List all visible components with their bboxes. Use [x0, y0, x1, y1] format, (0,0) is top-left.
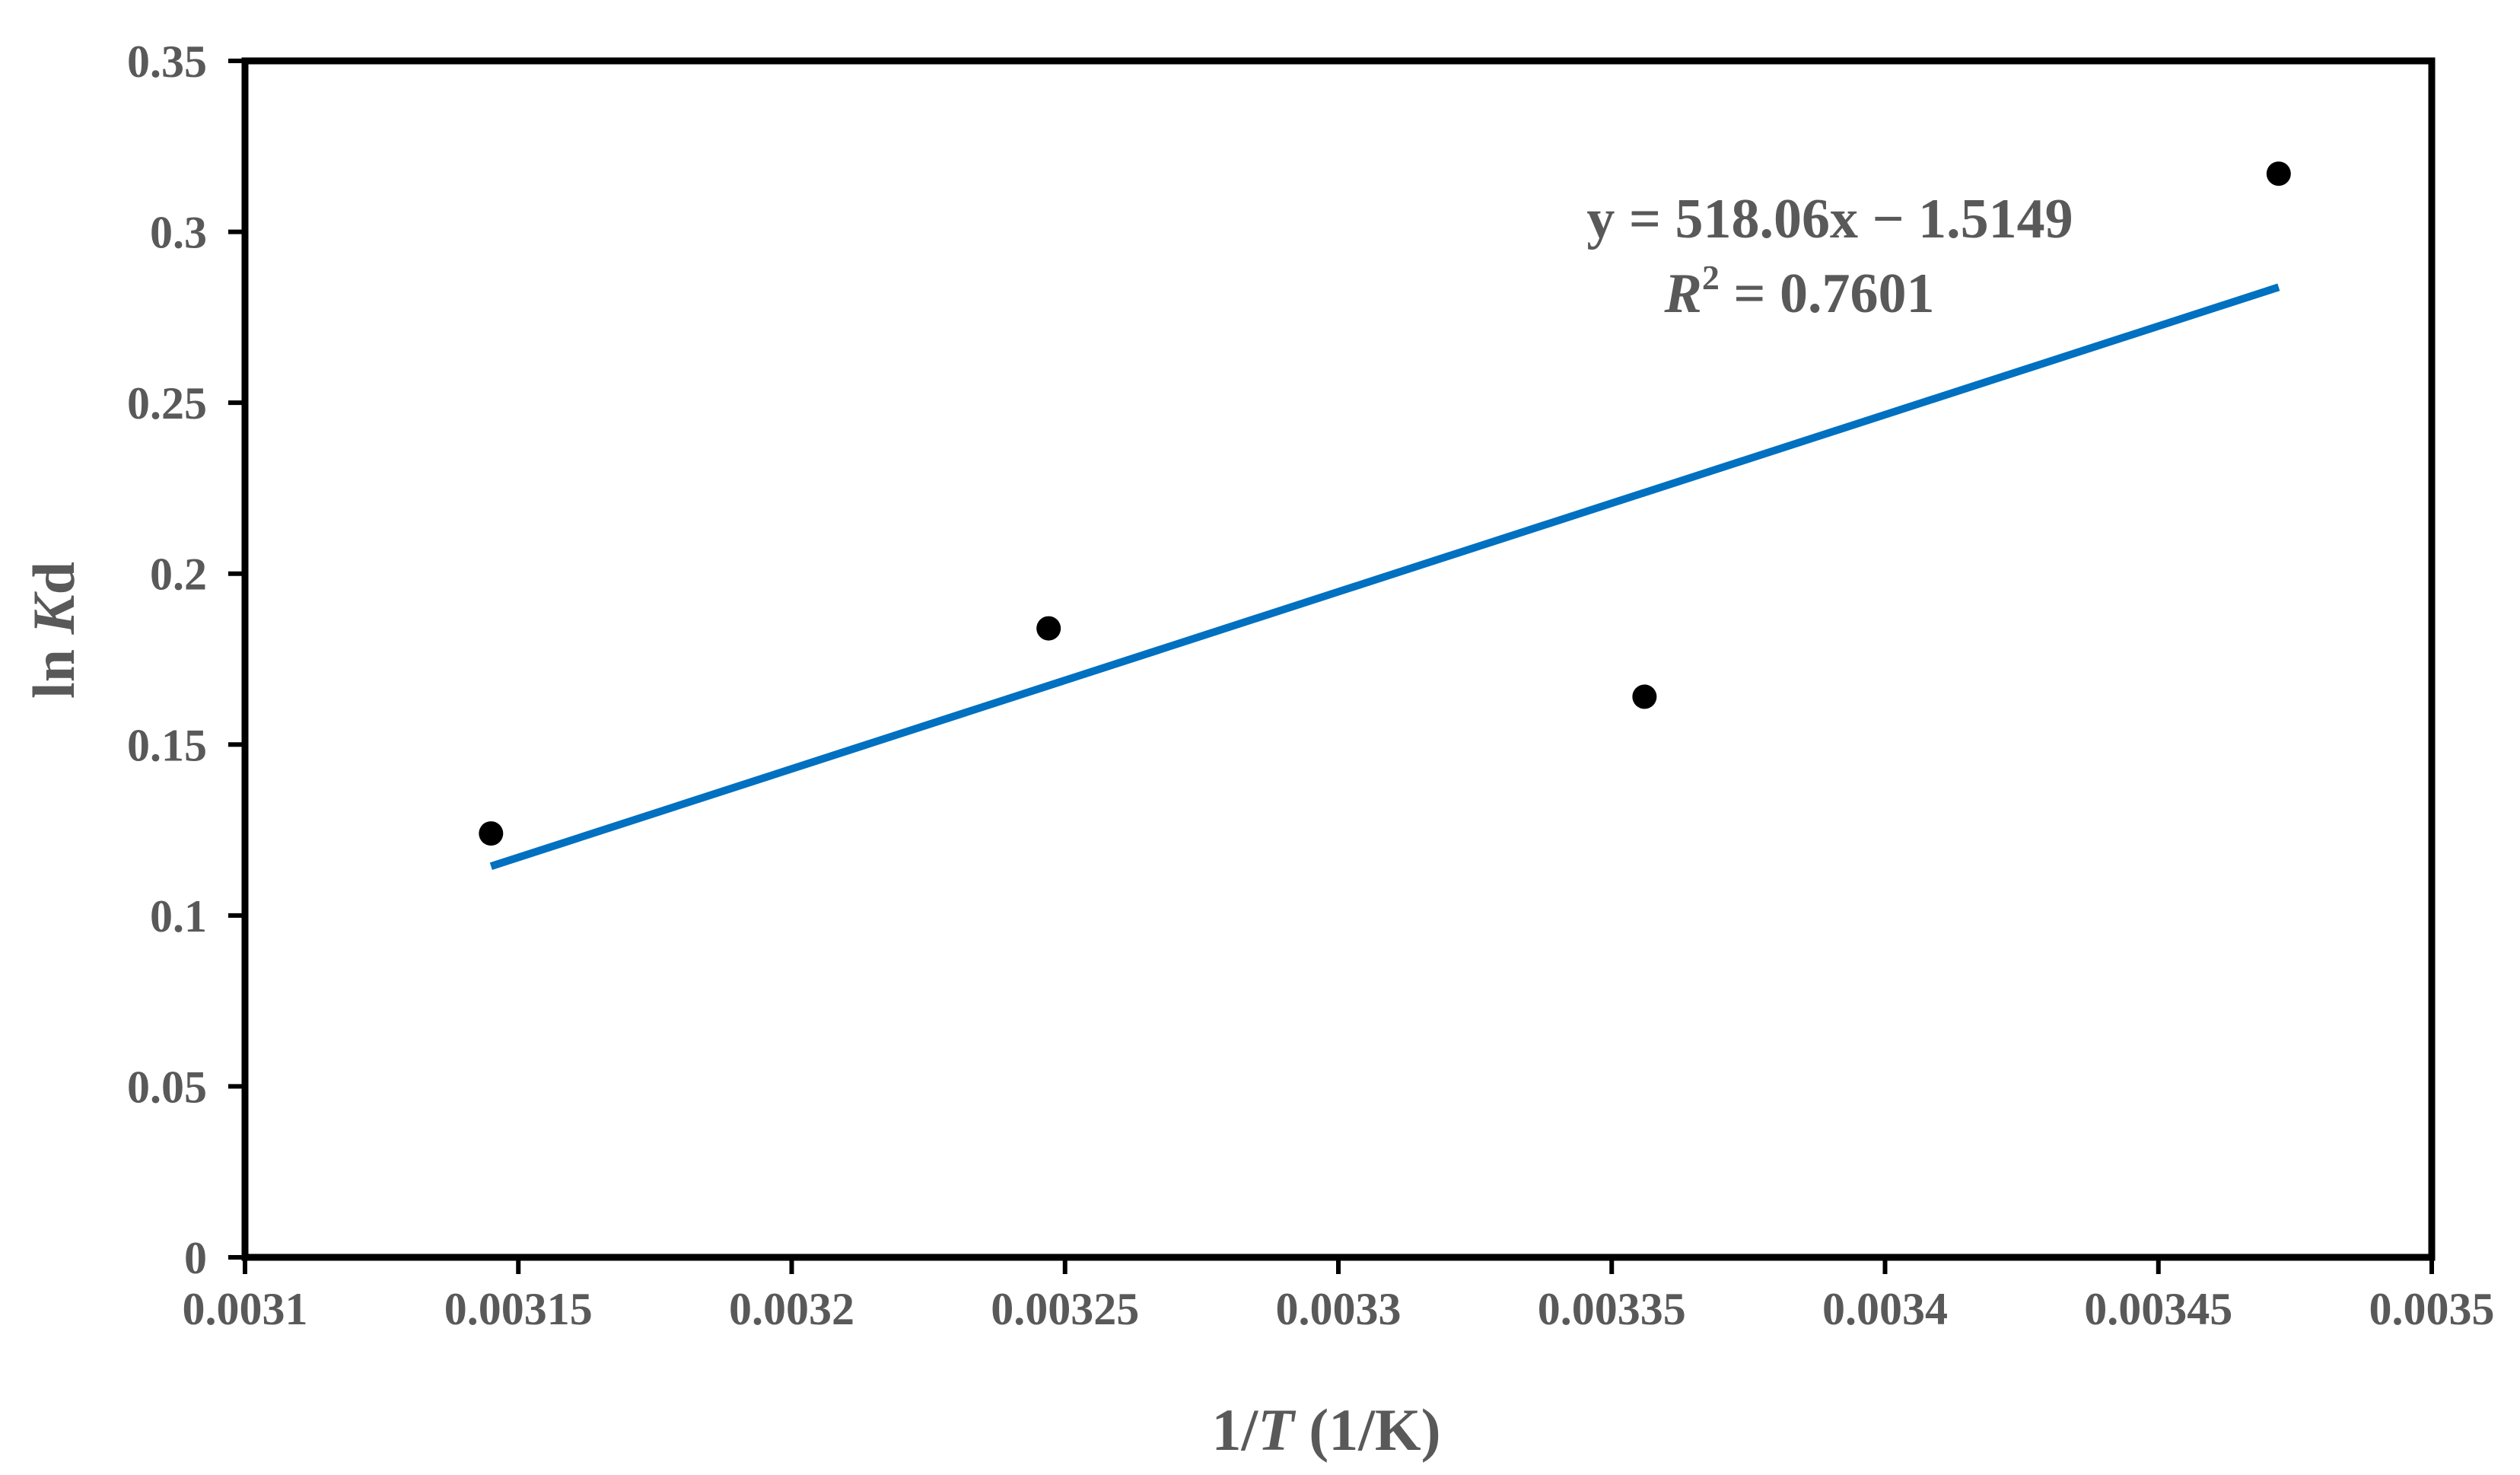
y-tick-label: 0	[184, 1233, 207, 1283]
y-tick-labels: 0 0.05 0.1 0.15 0.2 0.25 0.3 0.35	[127, 37, 207, 1283]
x-tick-label: 0.00315	[444, 1284, 593, 1334]
trendline-equation: y = 518.06x − 1.5149	[1586, 188, 2073, 250]
data-point	[1632, 684, 1657, 709]
data-point	[2266, 161, 2291, 186]
x-tick-label: 0.00325	[991, 1284, 1139, 1334]
x-axis-title-part-2: T	[1258, 1397, 1297, 1463]
plot-frame	[241, 57, 2436, 1261]
x-tick-label: 0.0035	[2369, 1284, 2495, 1334]
y-tick-label: 0.1	[150, 891, 207, 941]
x-tick-labels: 0.0031 0.00315 0.0032 0.00325 0.0033 0.00335 0…	[183, 1284, 2495, 1334]
x-tick-label: 0.0034	[1822, 1284, 1948, 1334]
r2-value: = 0.7601	[1720, 263, 1935, 325]
y-axis-title-part-3: d	[21, 562, 87, 594]
y-axis-title-part-1: ln	[21, 634, 87, 699]
x-axis-title-part-1: 1/	[1211, 1397, 1258, 1463]
r2-exponent: 2	[1702, 258, 1720, 297]
x-axis-title: 1/T (1/K)	[1211, 1397, 1440, 1463]
trendline-r-squared: R2 = 0.7601	[1663, 258, 1934, 325]
y-tick-label: 0.2	[150, 550, 207, 600]
data-points	[479, 161, 2291, 846]
y-tick-label: 0.25	[127, 378, 207, 428]
y-tick-label: 0.35	[127, 37, 207, 87]
y-axis-title: ln Kd	[21, 562, 87, 699]
x-tick-label: 0.00335	[1538, 1284, 1686, 1334]
y-tick-label: 0.3	[150, 208, 207, 258]
y-tick-label: 0.05	[127, 1062, 207, 1112]
data-point	[479, 821, 504, 846]
data-point	[1036, 616, 1061, 641]
y-tick-label: 0.15	[127, 720, 207, 770]
x-axis-title-part-3: (1/K)	[1294, 1397, 1441, 1463]
y-axis-title-part-2: K	[21, 591, 87, 635]
r2-symbol: R	[1663, 263, 1701, 325]
trendline	[489, 283, 2280, 870]
x-tick-label: 0.0032	[729, 1284, 854, 1334]
tick-marks	[228, 59, 2434, 1274]
x-tick-label: 0.00345	[2084, 1284, 2232, 1334]
x-tick-label: 0.0033	[1276, 1284, 1402, 1334]
x-tick-label: 0.0031	[183, 1284, 308, 1334]
